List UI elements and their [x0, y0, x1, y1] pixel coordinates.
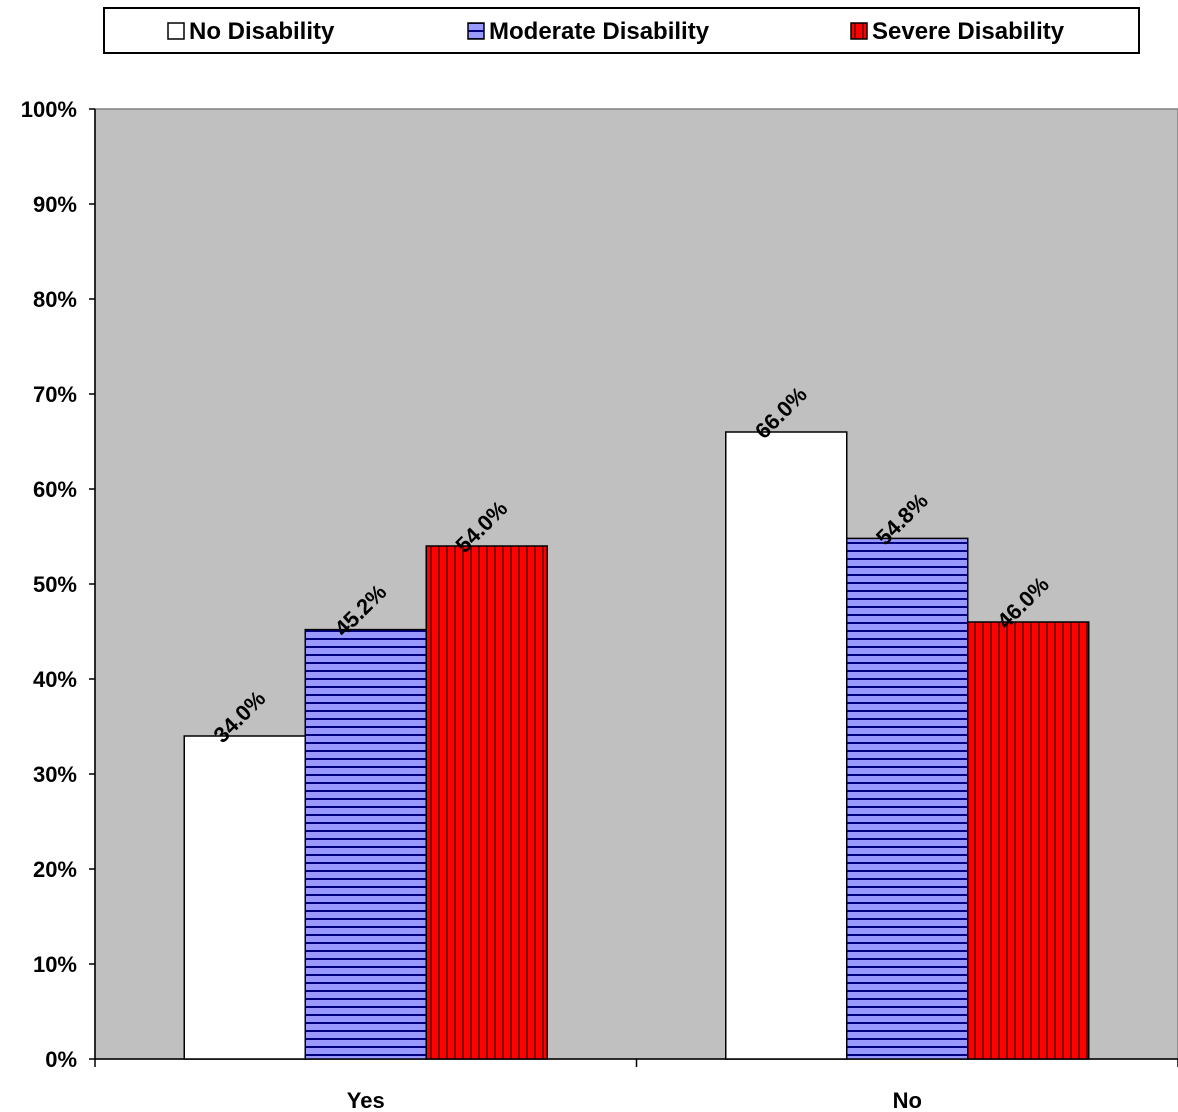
legend-swatch — [167, 22, 185, 40]
bar — [846, 537, 969, 1060]
legend-box — [103, 7, 1140, 54]
y-tick-label: 70% — [33, 382, 77, 407]
legend-label: Moderate Disability — [489, 18, 710, 45]
x-category-label: Yes — [347, 1088, 385, 1112]
x-category-label: No — [893, 1088, 922, 1112]
y-tick-label: 40% — [33, 667, 77, 692]
y-tick-label: 60% — [33, 477, 77, 502]
y-tick-label: 30% — [33, 762, 77, 787]
bar — [725, 431, 848, 1060]
legend-label: Severe Disability — [872, 18, 1065, 45]
legend-swatch — [467, 22, 485, 40]
bar — [425, 545, 548, 1060]
bar — [967, 621, 1090, 1060]
bar — [183, 735, 306, 1060]
legend-label: No Disability — [189, 18, 335, 45]
legend-swatch — [850, 22, 868, 40]
y-tick-label: 10% — [33, 952, 77, 977]
y-tick-label: 90% — [33, 192, 77, 217]
y-tick-label: 50% — [33, 572, 77, 597]
bar — [304, 628, 427, 1060]
y-tick-label: 100% — [21, 97, 77, 122]
y-tick-label: 0% — [45, 1047, 77, 1072]
y-tick-label: 20% — [33, 857, 77, 882]
y-tick-label: 80% — [33, 287, 77, 312]
